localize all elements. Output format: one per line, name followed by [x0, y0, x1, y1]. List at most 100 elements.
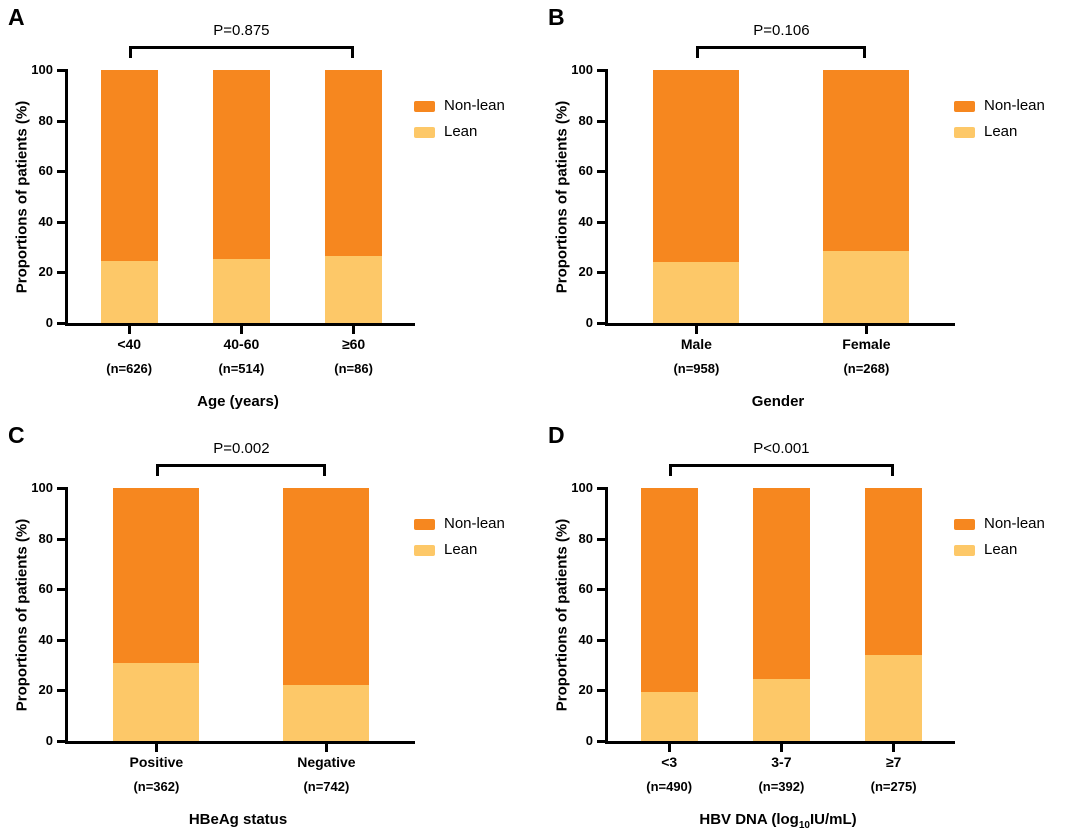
panel-c: C Proportions of patients (%) 0 20 40 60 80 10…: [0, 418, 540, 836]
significance-bracket: [669, 464, 894, 467]
y-tick: [57, 588, 65, 592]
bar-segment-non-lean: [101, 70, 158, 261]
stacked-bar: [823, 70, 909, 323]
significance-bracket-tick-left: [129, 46, 133, 58]
panel-b: B Proportions of patients (%) 0 20 40 60 80 10…: [540, 0, 1080, 418]
y-tick-label: 20: [38, 264, 53, 280]
stacked-bar: [325, 70, 382, 323]
y-tick: [597, 119, 605, 123]
count-label: (n=392): [758, 779, 805, 794]
y-tick: [597, 271, 605, 275]
y-tick-label: 80: [578, 112, 593, 128]
y-axis-line: [605, 69, 608, 326]
y-tick: [597, 487, 605, 490]
significance-bracket: [696, 46, 867, 49]
y-axis-line: [605, 487, 608, 744]
count-label: (n=86): [334, 361, 373, 376]
legend-label: Lean: [984, 541, 1018, 558]
y-tick: [57, 119, 65, 123]
stacked-bar: [753, 488, 810, 741]
bar-segment-non-lean: [641, 488, 698, 692]
stacked-bar: [865, 488, 922, 741]
legend-item: Lean: [954, 124, 1074, 140]
y-tick: [597, 588, 605, 592]
category-label: Negative: [297, 754, 356, 770]
legend-swatch-non-lean: [954, 100, 975, 112]
significance-bracket: [129, 46, 354, 49]
x-tick: [779, 744, 783, 752]
x-tick: [352, 326, 356, 334]
count-label: (n=958): [673, 361, 720, 376]
bar-segment-lean: [283, 685, 369, 741]
x-axis-line: [605, 741, 955, 744]
category-label: Positive: [129, 754, 184, 770]
bar-segment-lean: [113, 663, 199, 741]
x-tick: [127, 326, 131, 334]
bar-segment-non-lean: [653, 70, 739, 262]
y-tick: [57, 170, 65, 174]
x-axis-title: HBeAg status: [188, 811, 288, 828]
x-tick: [239, 326, 243, 334]
x-axis-line: [605, 323, 955, 326]
y-tick: [597, 740, 605, 743]
significance-bracket-tick-left: [696, 46, 700, 58]
y-tick: [597, 322, 605, 325]
y-tick: [597, 69, 605, 72]
y-tick: [57, 537, 65, 541]
y-tick-label: 0: [45, 733, 53, 748]
category-label: 40-60: [223, 336, 260, 352]
y-tick-label: 0: [45, 315, 53, 330]
significance-bracket-tick-right: [350, 46, 354, 58]
x-axis-line: [65, 741, 415, 744]
y-tick-label: 80: [38, 112, 53, 128]
legend-swatch-lean: [414, 126, 435, 138]
y-tick-label: 40: [38, 213, 53, 229]
panel-d: D Proportions of patients (%) 0 20 40 60 80 10…: [540, 418, 1080, 836]
stacked-bar: [283, 488, 369, 741]
count-label: (n=626): [106, 361, 153, 376]
category-label: ≥7: [885, 754, 902, 770]
bar-segment-lean: [641, 692, 698, 741]
legend-item: Non-lean: [414, 98, 534, 114]
legend: Non-lean Lean: [954, 516, 1074, 568]
p-value-label: P=0.002: [213, 440, 270, 457]
y-axis-line: [65, 487, 68, 744]
legend: Non-lean Lean: [954, 98, 1074, 150]
panel-letter: C: [8, 422, 25, 448]
y-tick: [597, 170, 605, 174]
category-label: 3-7: [771, 754, 792, 770]
legend-label: Non-lean: [984, 515, 1045, 532]
legend-swatch-lean: [954, 544, 975, 556]
bar-segment-non-lean: [283, 488, 369, 685]
y-tick: [57, 740, 65, 743]
y-tick-label: 100: [571, 62, 593, 77]
count-label: (n=275): [870, 779, 917, 794]
legend-swatch-non-lean: [414, 100, 435, 112]
count-label: (n=742): [303, 779, 350, 794]
y-tick: [57, 220, 65, 224]
x-tick: [154, 744, 158, 752]
legend-label: Lean: [444, 541, 478, 558]
y-tick-label: 100: [31, 62, 53, 77]
x-tick: [864, 326, 868, 334]
legend-item: Lean: [414, 542, 534, 558]
x-tick: [324, 744, 328, 752]
stacked-bar: [653, 70, 739, 323]
legend-label: Non-lean: [444, 97, 505, 114]
bar-segment-lean: [325, 256, 382, 323]
y-tick: [57, 487, 65, 490]
p-value-label: P=0.106: [753, 22, 810, 39]
bar-segment-lean: [653, 262, 739, 323]
y-tick-label: 20: [38, 682, 53, 698]
significance-bracket-tick-right: [890, 464, 894, 476]
stacked-bar: [213, 70, 270, 323]
stacked-bar: [113, 488, 199, 741]
panel-letter: B: [548, 4, 565, 30]
y-tick-label: 20: [578, 264, 593, 280]
bar-segment-lean: [823, 251, 909, 323]
y-tick: [597, 689, 605, 693]
bar-segment-lean: [101, 261, 158, 323]
y-tick-label: 80: [578, 530, 593, 546]
p-value-label: P<0.001: [753, 440, 810, 457]
bar-segment-non-lean: [325, 70, 382, 256]
